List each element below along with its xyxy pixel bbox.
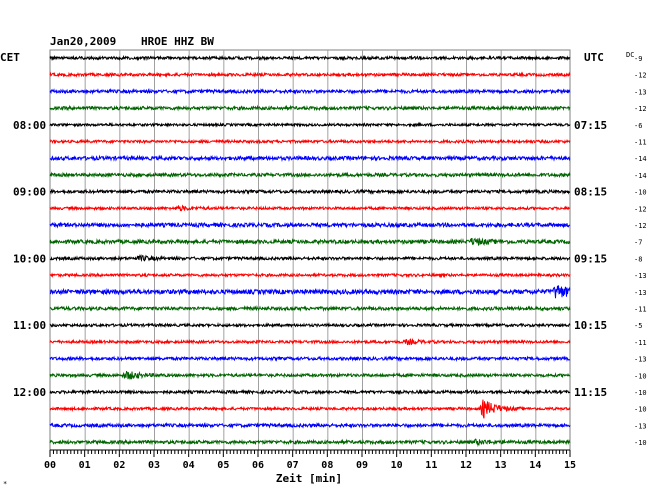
trace-row-12 bbox=[49, 237, 571, 246]
left-time-labels: 08:00 09:00 10:00 11:00 12:00 bbox=[13, 119, 46, 399]
dc-offset-value: -11 bbox=[634, 306, 647, 314]
dc-offset-value: -7 bbox=[634, 239, 642, 247]
trace-row-15 bbox=[49, 285, 571, 299]
x-axis: 00 01 02 03 04 05 06 07 08 09 10 11 12 13 14 15 bbox=[44, 449, 576, 471]
seismogram-traces bbox=[49, 54, 571, 448]
dc-offset-value: -12 bbox=[634, 105, 647, 113]
dc-offset-value: -13 bbox=[634, 356, 647, 364]
dc-offset-value: -10 bbox=[634, 389, 647, 397]
dc-header-label: DC bbox=[626, 51, 634, 59]
x-tick-label: 12 bbox=[460, 460, 472, 471]
trace-row-23 bbox=[49, 421, 571, 429]
dc-offset-value: -13 bbox=[634, 88, 647, 96]
left-time-label: 08:00 bbox=[13, 119, 46, 132]
trace-row-10 bbox=[49, 204, 571, 212]
dc-offset-value: -12 bbox=[634, 222, 647, 230]
trace-row-20 bbox=[49, 370, 571, 380]
x-tick-label: 06 bbox=[252, 460, 264, 471]
dc-offset-value: -13 bbox=[634, 289, 647, 297]
dc-offset-value: -12 bbox=[634, 72, 647, 80]
x-tick-label: 05 bbox=[217, 460, 229, 471]
x-tick-label: 08 bbox=[321, 460, 333, 471]
dc-offset-value: -5 bbox=[634, 322, 642, 330]
dc-offset-value: -14 bbox=[634, 155, 647, 163]
trace-row-21 bbox=[49, 388, 571, 396]
left-time-label: 09:00 bbox=[13, 186, 46, 199]
right-time-label: 07:15 bbox=[574, 119, 607, 132]
left-time-label: 12:00 bbox=[13, 386, 46, 399]
right-time-label: 11:15 bbox=[574, 386, 607, 399]
x-tick-label: 13 bbox=[495, 460, 507, 471]
trace-row-6 bbox=[49, 138, 571, 145]
dc-offset-value: -11 bbox=[634, 139, 647, 147]
trace-row-14 bbox=[49, 272, 571, 279]
x-tick-label: 03 bbox=[148, 460, 160, 471]
x-tick-label: 15 bbox=[564, 460, 576, 471]
right-time-label: 10:15 bbox=[574, 319, 607, 332]
dc-offset-value: -13 bbox=[634, 422, 647, 430]
left-time-label: 10:00 bbox=[13, 252, 46, 265]
x-tick-label: 09 bbox=[356, 460, 368, 471]
trace-row-16 bbox=[49, 305, 571, 312]
trace-row-24 bbox=[49, 438, 571, 448]
dc-offset-value: -9 bbox=[634, 55, 642, 63]
trace-row-1 bbox=[49, 54, 571, 62]
trace-row-9 bbox=[50, 188, 571, 196]
dc-offset-value: -6 bbox=[634, 122, 642, 130]
dc-offset-value: -14 bbox=[634, 172, 647, 180]
trace-row-18 bbox=[49, 338, 571, 346]
dc-offset-value: -13 bbox=[634, 272, 647, 280]
header-date: Jan20,2009 bbox=[50, 35, 116, 48]
dc-offset-value: -11 bbox=[634, 339, 647, 347]
dc-offset-value: -10 bbox=[634, 189, 647, 197]
right-time-label: 09:15 bbox=[574, 252, 607, 265]
right-time-labels: 07:15 08:15 09:15 10:15 11:15 bbox=[574, 119, 607, 399]
dc-offset-value: -10 bbox=[634, 406, 647, 414]
dc-offset-value: -10 bbox=[634, 439, 647, 447]
trace-row-8 bbox=[49, 171, 571, 179]
left-timezone-label: CET bbox=[0, 51, 20, 64]
right-timezone-label: UTC bbox=[584, 51, 604, 64]
x-tick-label: 11 bbox=[425, 460, 437, 471]
left-time-label: 11:00 bbox=[13, 319, 46, 332]
x-tick-label: 10 bbox=[391, 460, 403, 471]
trace-row-3 bbox=[49, 87, 571, 95]
x-tick-label: 04 bbox=[183, 460, 195, 471]
trace-row-19 bbox=[49, 355, 571, 363]
x-tick-label: 14 bbox=[529, 460, 541, 471]
x-tick-label: 00 bbox=[44, 460, 56, 471]
x-axis-label: Zeit [min] bbox=[276, 472, 342, 485]
dc-offset-value: -10 bbox=[634, 372, 647, 380]
header-station: HROE HHZ BW bbox=[141, 35, 214, 48]
trace-row-13 bbox=[49, 254, 570, 262]
trace-row-17 bbox=[49, 321, 571, 329]
x-tick-label: 01 bbox=[79, 460, 91, 471]
right-time-label: 08:15 bbox=[574, 186, 607, 199]
trace-row-22 bbox=[49, 399, 571, 419]
dc-offset-value: -12 bbox=[634, 205, 647, 213]
trace-row-7 bbox=[49, 154, 571, 162]
x-tick-label: 02 bbox=[113, 460, 125, 471]
dc-offset-labels: -9 -12 -13 -12 -6 -11 -14 -14 -10 -12 -12 -7 -8 -13 -1… bbox=[634, 55, 647, 447]
corner-mark: * bbox=[3, 480, 7, 488]
trace-row-4 bbox=[49, 104, 571, 112]
x-tick-label: 07 bbox=[287, 460, 299, 471]
trace-row-5 bbox=[49, 121, 571, 128]
trace-row-11 bbox=[49, 221, 571, 229]
trace-row-2 bbox=[49, 71, 571, 78]
dc-offset-value: -8 bbox=[634, 255, 642, 263]
